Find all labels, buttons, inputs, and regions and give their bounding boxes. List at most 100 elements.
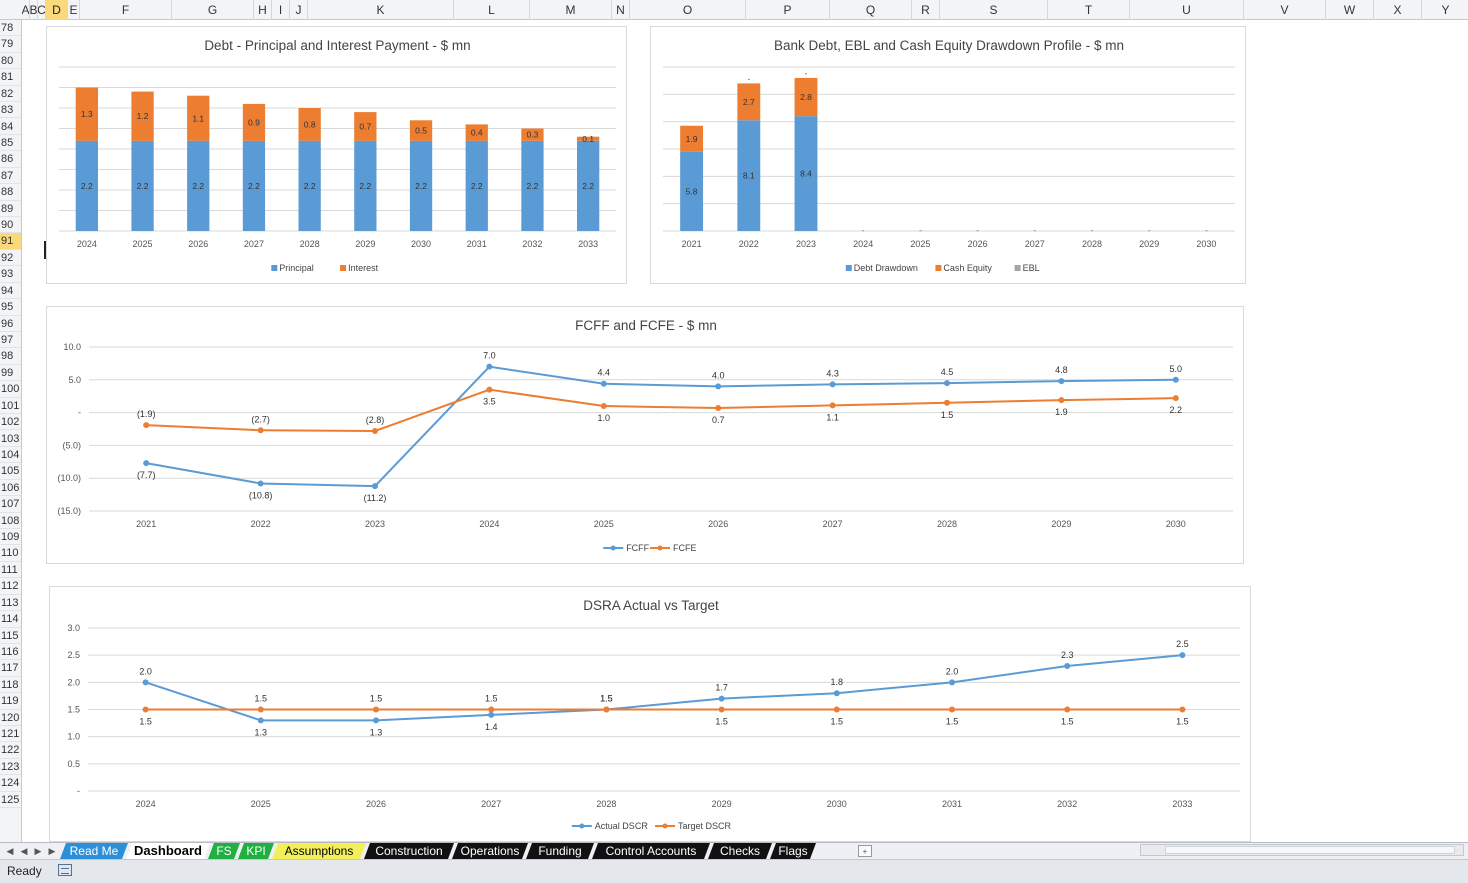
column-header-e[interactable]: E xyxy=(68,0,80,20)
row-header-106[interactable]: 106 xyxy=(0,480,21,497)
row-header-124[interactable]: 124 xyxy=(0,775,21,792)
row-header-80[interactable]: 80 xyxy=(0,53,21,70)
column-header-f[interactable]: F xyxy=(80,0,172,20)
column-header-k[interactable]: K xyxy=(308,0,454,20)
column-header-r[interactable]: R xyxy=(912,0,940,20)
row-header-107[interactable]: 107 xyxy=(0,496,21,513)
row-header-78[interactable]: 78 xyxy=(0,20,21,37)
row-header-123[interactable]: 123 xyxy=(0,759,21,776)
row-header-111[interactable]: 111 xyxy=(0,562,21,579)
column-header-u[interactable]: U xyxy=(1130,0,1244,20)
row-header-108[interactable]: 108 xyxy=(0,513,21,529)
column-header-q[interactable]: Q xyxy=(830,0,912,20)
column-header-m[interactable]: M xyxy=(530,0,612,20)
macro-record-icon[interactable] xyxy=(58,864,72,876)
fcff-fcfe-chart[interactable]: FCFF and FCFE - $ mn 10.0 5.0 - (5.0) (10.0) (… xyxy=(46,306,1244,564)
row-header-114[interactable]: 114 xyxy=(0,611,21,628)
row-header-125[interactable]: 125 xyxy=(0,792,21,809)
column-header-h[interactable]: H xyxy=(254,0,272,20)
row-header-86[interactable]: 86 xyxy=(0,151,21,168)
drawdown-profile-chart[interactable]: Bank Debt, EBL and Cash Equity Drawdown … xyxy=(650,26,1246,284)
row-header-93[interactable]: 93 xyxy=(0,266,21,283)
row-header-79[interactable]: 79 xyxy=(0,36,21,53)
row-header-112[interactable]: 112 xyxy=(0,578,21,595)
prev-sheet-icon[interactable]: ◀ xyxy=(20,846,28,856)
row-header-118[interactable]: 118 xyxy=(0,677,21,694)
column-header-g[interactable]: G xyxy=(172,0,254,20)
row-header-113[interactable]: 113 xyxy=(0,595,21,612)
row-header-120[interactable]: 120 xyxy=(0,710,21,727)
row-header-102[interactable]: 102 xyxy=(0,414,21,431)
row-header-88[interactable]: 88 xyxy=(0,184,21,201)
bar-principal xyxy=(521,140,544,231)
last-sheet-icon[interactable]: ▶ xyxy=(48,846,56,856)
row-header-104[interactable]: 104 xyxy=(0,447,21,464)
row-header-105[interactable]: 105 xyxy=(0,463,21,480)
tab-operations[interactable]: Operations xyxy=(452,843,528,859)
tab-read-me[interactable]: Read Me xyxy=(60,843,128,859)
row-header-82[interactable]: 82 xyxy=(0,86,21,103)
column-header-l[interactable]: L xyxy=(454,0,530,20)
tab-construction[interactable]: Construction xyxy=(364,843,454,859)
column-header-o[interactable]: O xyxy=(630,0,746,20)
row-header-92[interactable]: 92 xyxy=(0,250,21,267)
tab-checks[interactable]: Checks xyxy=(708,843,772,859)
column-header-b[interactable]: B xyxy=(30,0,38,20)
row-header-90[interactable]: 90 xyxy=(0,217,21,234)
column-header-n[interactable]: N xyxy=(612,0,630,20)
row-header-117[interactable]: 117 xyxy=(0,660,21,677)
row-header-87[interactable]: 87 xyxy=(0,168,21,185)
row-header-95[interactable]: 95 xyxy=(0,299,21,316)
tab-flags[interactable]: Flags xyxy=(770,843,816,859)
tab-assumptions[interactable]: Assumptions xyxy=(272,843,366,859)
row-header-119[interactable]: 119 xyxy=(0,693,21,710)
next-sheet-icon[interactable]: ▶ xyxy=(34,846,42,856)
x-tick-label: 2023 xyxy=(365,519,385,529)
row-header-98[interactable]: 98 xyxy=(0,348,21,365)
row-header-99[interactable]: 99 xyxy=(0,365,21,382)
tab-kpi[interactable]: KPI xyxy=(238,843,274,859)
row-header-85[interactable]: 85 xyxy=(0,135,21,152)
first-sheet-icon[interactable]: ◀ xyxy=(6,846,14,856)
column-header-s[interactable]: S xyxy=(940,0,1048,20)
tab-control-accounts[interactable]: Control Accounts xyxy=(592,843,710,859)
column-header-a[interactable]: A xyxy=(22,0,30,20)
row-header-121[interactable]: 121 xyxy=(0,726,21,743)
tab-fs[interactable]: FS xyxy=(208,843,240,859)
row-header-115[interactable]: 115 xyxy=(0,628,21,644)
row-header-100[interactable]: 100 xyxy=(0,381,21,398)
column-header-j[interactable]: J xyxy=(290,0,308,20)
row-header-116[interactable]: 116 xyxy=(0,644,21,661)
tab-funding[interactable]: Funding xyxy=(526,843,594,859)
row-header-84[interactable]: 84 xyxy=(0,119,21,135)
row-header-96[interactable]: 96 xyxy=(0,316,21,332)
row-header-83[interactable]: 83 xyxy=(0,102,21,119)
insert-sheet-icon[interactable]: + xyxy=(858,845,872,857)
row-header-101[interactable]: 101 xyxy=(0,398,21,415)
row-header-91[interactable]: 91 xyxy=(0,233,21,250)
tab-dashboard[interactable]: Dashboard xyxy=(126,843,210,859)
column-header-v[interactable]: V xyxy=(1244,0,1326,20)
row-header-103[interactable]: 103 xyxy=(0,431,21,447)
row-header-89[interactable]: 89 xyxy=(0,201,21,217)
worksheet-grid[interactable]: Debt - Principal and Interest Payment - … xyxy=(22,20,1468,842)
column-header-x[interactable]: X xyxy=(1374,0,1422,20)
column-header-t[interactable]: T xyxy=(1048,0,1130,20)
column-header-i[interactable]: I xyxy=(272,0,290,20)
row-header-97[interactable]: 97 xyxy=(0,332,21,349)
horizontal-scrollbar[interactable] xyxy=(1140,844,1464,856)
debt-principal-interest-chart[interactable]: Debt - Principal and Interest Payment - … xyxy=(46,26,627,284)
row-header-109[interactable]: 109 xyxy=(0,529,21,546)
column-header-p[interactable]: P xyxy=(746,0,830,20)
row-header-94[interactable]: 94 xyxy=(0,283,21,300)
column-header-w[interactable]: W xyxy=(1326,0,1374,20)
scrollbar-thumb[interactable] xyxy=(1165,846,1455,854)
row-header-122[interactable]: 122 xyxy=(0,742,21,759)
row-header-110[interactable]: 110 xyxy=(0,545,21,562)
column-header-c[interactable]: C xyxy=(38,0,46,20)
dsra-actual-vs-target-chart[interactable]: DSRA Actual vs Target 3.0 2.5 2.0 1.5 1.0 0.5 -… xyxy=(49,586,1251,842)
column-header-y[interactable]: Y xyxy=(1422,0,1468,20)
column-header-d[interactable]: D xyxy=(46,0,68,20)
bar-cash-equity xyxy=(680,125,704,152)
row-header-81[interactable]: 81 xyxy=(0,69,21,86)
